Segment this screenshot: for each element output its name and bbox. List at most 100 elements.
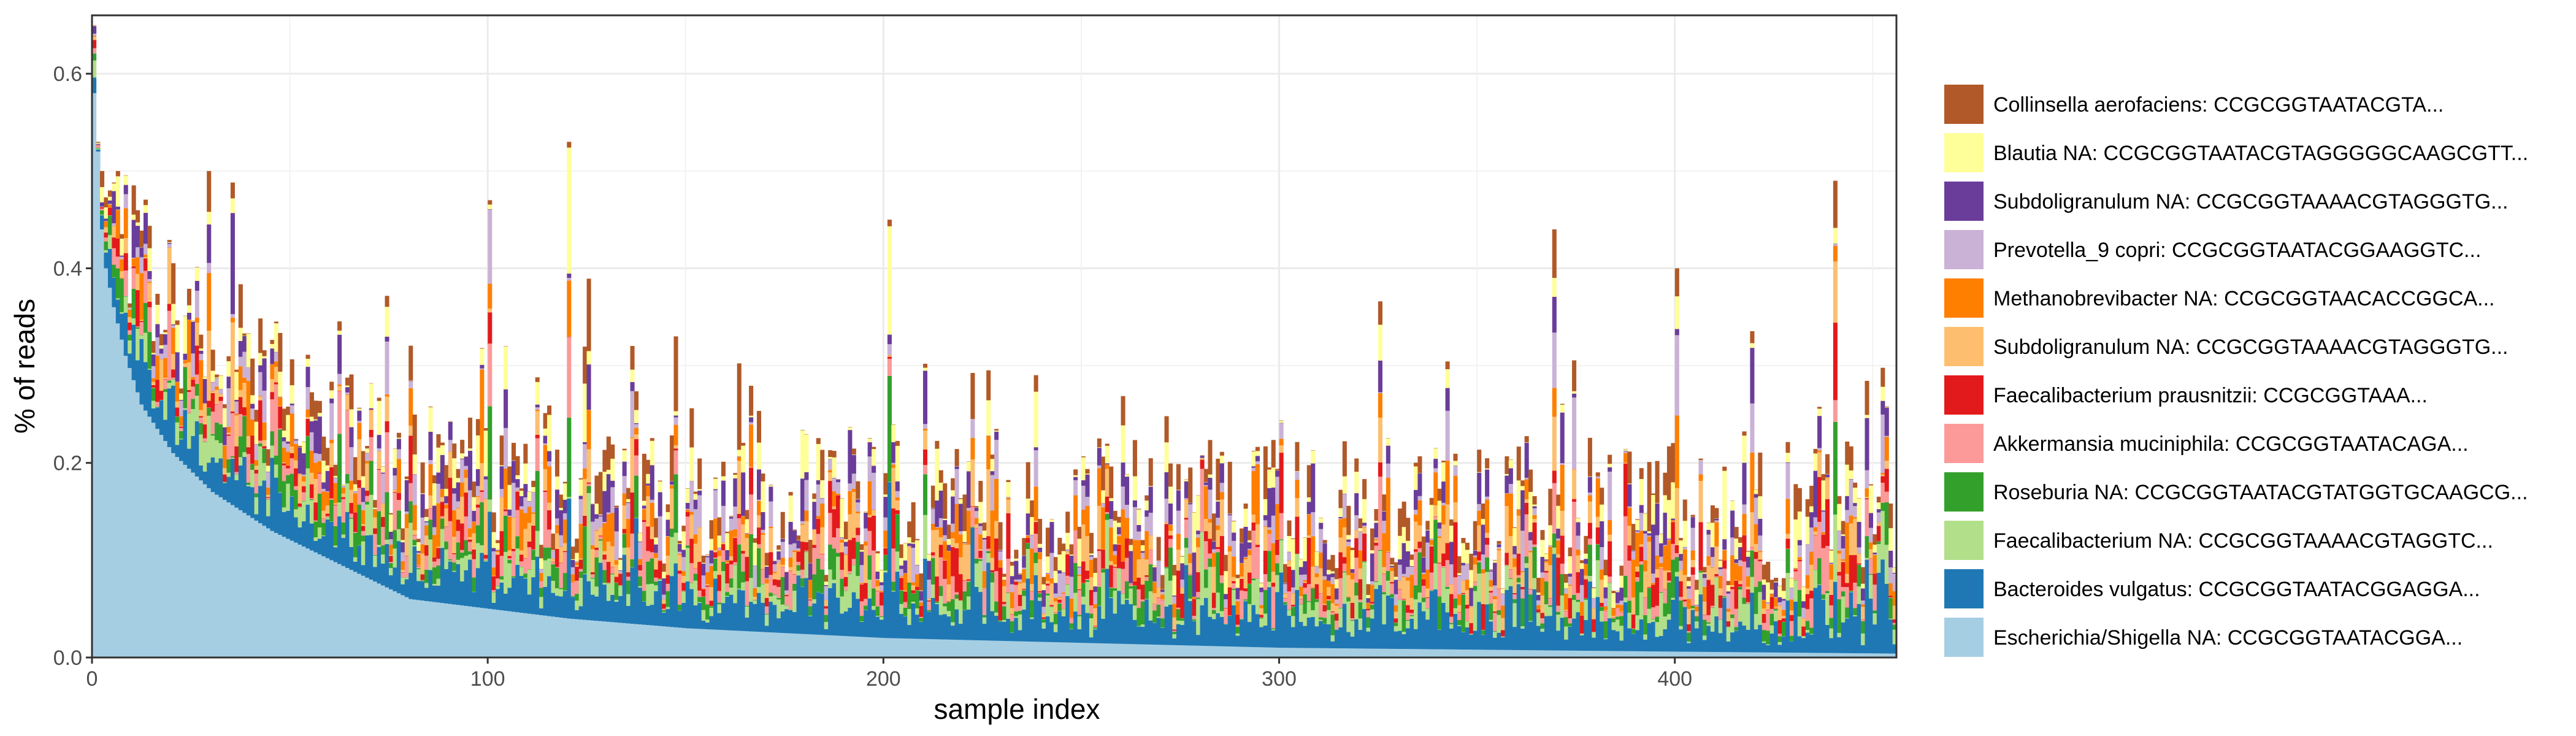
- bar-segment: [511, 576, 516, 578]
- bar-segment: [1334, 630, 1340, 649]
- bar-segment: [887, 344, 892, 355]
- bar-segment: [1366, 602, 1371, 604]
- bar-segment: [531, 492, 536, 493]
- bar-segment: [139, 273, 144, 320]
- bar-stack: [1132, 440, 1137, 657]
- bar-segment: [1393, 577, 1398, 580]
- bar-segment: [1117, 543, 1122, 545]
- bar-segment: [761, 632, 765, 657]
- bar-segment: [504, 468, 508, 509]
- bar-segment: [591, 521, 596, 545]
- bar-segment: [792, 574, 797, 584]
- bar-segment: [594, 596, 599, 621]
- bar-segment: [1045, 527, 1051, 557]
- bar-segment: [385, 587, 389, 657]
- bar-segment: [895, 510, 900, 515]
- bar-segment: [1041, 607, 1046, 613]
- bar-segment: [1358, 550, 1363, 569]
- bar-segment: [1568, 586, 1573, 599]
- bar-segment: [302, 442, 307, 454]
- bar-segment: [282, 507, 286, 512]
- bar-segment: [163, 345, 168, 358]
- bar-segment: [713, 558, 718, 572]
- bar-segment: [1156, 616, 1161, 618]
- bar-segment: [1290, 616, 1296, 627]
- bar-segment: [115, 256, 120, 269]
- bar-segment: [464, 456, 469, 466]
- bar-segment: [673, 532, 678, 564]
- bar-segment: [207, 171, 212, 212]
- bar-stack: [998, 522, 1003, 657]
- bar-stack: [954, 449, 959, 657]
- bar-segment: [883, 517, 888, 531]
- bar-segment: [480, 348, 485, 365]
- bar-segment: [943, 483, 948, 519]
- bar-segment: [832, 491, 837, 507]
- bar-segment: [1508, 586, 1513, 650]
- bar-segment: [567, 497, 572, 499]
- bar-segment: [1429, 539, 1434, 540]
- bar-stack: [1306, 465, 1311, 657]
- bar-segment: [1592, 607, 1597, 619]
- bar-stack: [1204, 469, 1209, 657]
- bar-segment: [1010, 584, 1014, 592]
- bar-segment: [891, 508, 896, 549]
- bar-segment: [630, 624, 635, 657]
- bar-segment: [879, 616, 884, 618]
- bar-segment: [1311, 588, 1316, 610]
- bar-segment: [202, 442, 207, 443]
- bar-segment: [1512, 527, 1517, 546]
- bar-segment: [654, 518, 659, 538]
- bar-segment: [1433, 472, 1438, 505]
- bar-segment: [159, 345, 164, 349]
- bar-segment: [104, 250, 109, 253]
- bar-segment: [1556, 494, 1561, 506]
- bar-segment: [1334, 579, 1340, 589]
- bar-segment: [1208, 523, 1213, 539]
- bar-segment: [1200, 455, 1205, 458]
- bar-stack: [1592, 587, 1597, 657]
- bar-segment: [381, 545, 386, 555]
- bar-segment: [1508, 650, 1513, 657]
- bar-segment: [1390, 567, 1395, 572]
- bar-stack: [646, 459, 651, 657]
- bar-segment: [1457, 625, 1462, 626]
- bar-segment: [1497, 547, 1501, 550]
- bar-segment: [713, 558, 718, 559]
- bar-segment: [1378, 301, 1382, 325]
- bar-segment: [1449, 623, 1454, 624]
- bar-segment: [1038, 519, 1043, 544]
- bar-segment: [935, 440, 940, 449]
- bar-segment: [488, 343, 493, 407]
- bar-segment: [832, 635, 837, 657]
- bar-segment: [1156, 561, 1161, 588]
- bar-segment: [962, 581, 967, 592]
- bar-segment: [104, 218, 109, 221]
- bar-segment: [883, 554, 888, 571]
- bar-segment: [147, 307, 152, 332]
- bar-segment: [800, 524, 805, 525]
- bar-segment: [788, 521, 793, 545]
- bar-segment: [713, 550, 718, 553]
- bar-segment: [638, 532, 643, 534]
- bar-segment: [994, 431, 999, 440]
- bar-segment: [662, 572, 667, 579]
- bar-segment: [725, 596, 730, 597]
- bar-segment: [1390, 571, 1395, 582]
- bar-segment: [891, 581, 896, 591]
- bar-stack: [1505, 456, 1509, 657]
- bar-stack: [816, 438, 821, 657]
- bar-segment: [341, 534, 346, 539]
- bar-segment: [1061, 608, 1066, 610]
- bar-segment: [1271, 586, 1276, 629]
- bar-segment: [1437, 522, 1442, 529]
- bar-segment: [1176, 464, 1181, 490]
- bar-segment: [266, 528, 271, 657]
- bar-segment: [1314, 573, 1319, 578]
- bar-segment: [1354, 582, 1359, 596]
- bar-segment: [843, 542, 848, 546]
- bar-segment: [1536, 578, 1541, 593]
- bar-segment: [1243, 588, 1248, 591]
- bar-stack: [1002, 573, 1007, 657]
- bar-segment: [938, 490, 943, 518]
